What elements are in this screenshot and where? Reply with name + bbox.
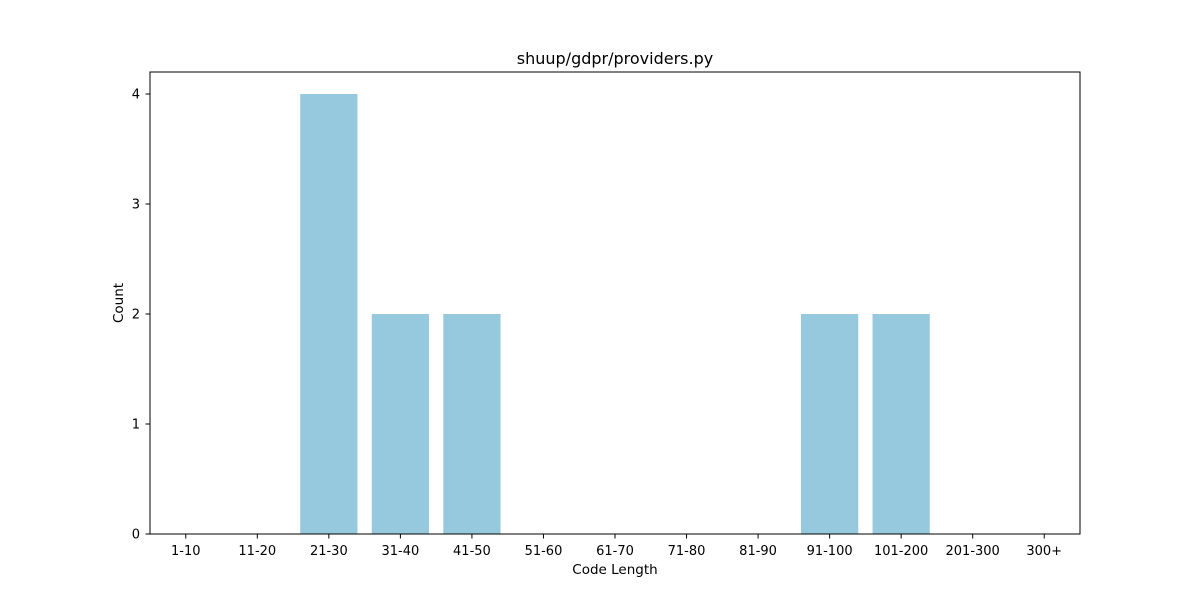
y-axis-ticks: 0 1 2 3 4 [132,88,150,543]
x-tick-label: 101-200 [874,544,928,559]
y-tick-label: 4 [132,88,140,103]
x-tick-label: 81-90 [739,544,777,559]
y-tick-label: 3 [132,198,140,213]
bar-31-40 [371,314,429,534]
bar-101-200 [872,314,930,534]
x-tick-label: 21-30 [310,544,348,559]
x-tick-label: 71-80 [668,544,706,559]
x-axis-ticks: 1-10 11-20 21-30 31-40 41-50 51-60 61-70 71-80 8… [171,534,1062,559]
bar-41-50 [443,314,501,534]
x-tick-label: 300+ [1026,544,1062,559]
bar-91-100 [801,314,859,534]
x-tick-label: 1-10 [171,544,201,559]
x-tick-label: 61-70 [596,544,634,559]
x-tick-label: 201-300 [946,544,1000,559]
x-tick-label: 41-50 [453,544,491,559]
x-tick-label: 91-100 [807,544,853,559]
y-axis-label: Count [111,283,127,323]
x-tick-label: 11-20 [238,544,276,559]
y-tick-label: 2 [132,308,140,323]
x-axis-label: Code Length [572,562,657,578]
bars-group [300,94,930,534]
y-tick-label: 1 [132,418,140,433]
x-tick-label: 31-40 [381,544,419,559]
plot-frame [149,71,1081,535]
y-tick-label: 0 [132,528,140,543]
chart-title: shuup/gdpr/providers.py [517,49,713,68]
bar-21-30 [300,94,358,534]
x-tick-label: 51-60 [525,544,563,559]
